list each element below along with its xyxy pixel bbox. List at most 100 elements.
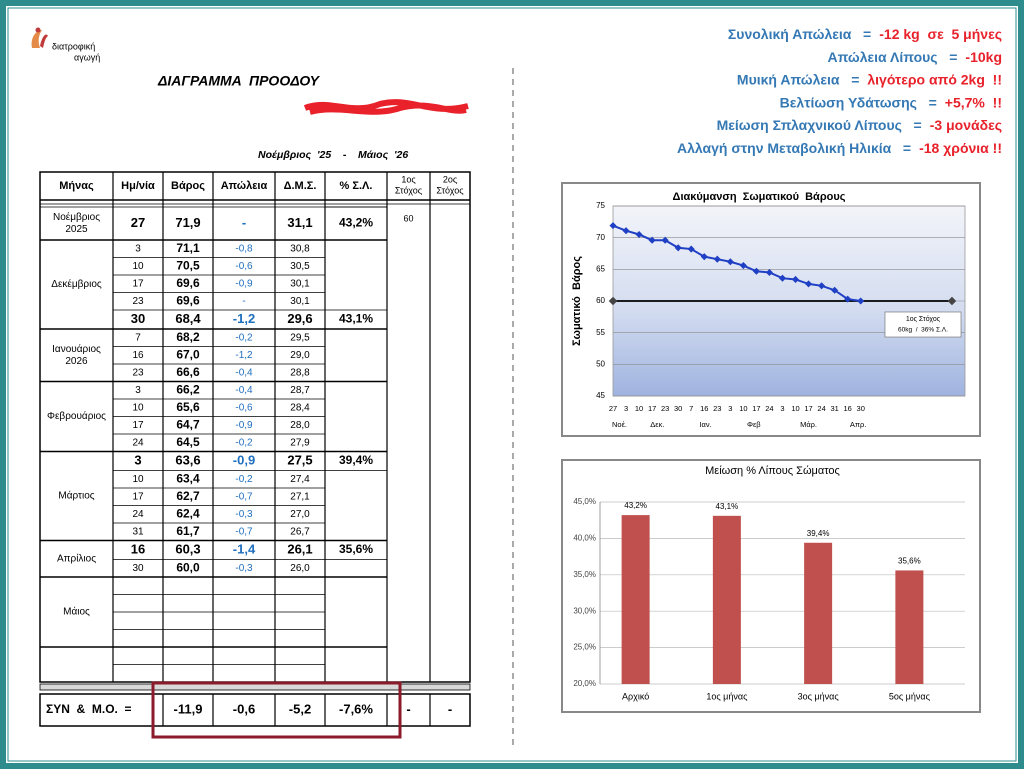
cell-bmi: 26,7 bbox=[290, 526, 310, 537]
cell-month: Απρίλιος bbox=[57, 552, 96, 564]
x-tick-label: 17 bbox=[648, 404, 656, 413]
cell-date: 24 bbox=[132, 509, 144, 520]
cell-weight: 62,4 bbox=[176, 506, 200, 520]
y-tick-label: 45 bbox=[596, 391, 605, 400]
x-tick-label: 10 bbox=[635, 404, 643, 413]
weight-marker bbox=[765, 268, 773, 277]
y-tick-label: 75 bbox=[596, 201, 605, 210]
cell-date: 23 bbox=[132, 367, 144, 378]
y-tick-label: 70 bbox=[596, 233, 605, 242]
charts: Διακύμανση Σωματικού Βάρους Σωματικό Βάρο… bbox=[571, 191, 966, 701]
cell-goal: 60 bbox=[403, 213, 413, 223]
column-header: Δ.Μ.Σ. bbox=[284, 180, 317, 192]
cell-date: 24 bbox=[132, 437, 144, 448]
cell-weight: 62,7 bbox=[176, 489, 200, 503]
x-tick-label: 3 bbox=[728, 404, 732, 413]
cell-weight: 68,2 bbox=[176, 330, 200, 344]
period: Νοέμβριος '25 - Μάιος '26 bbox=[258, 149, 408, 161]
cell-date: 30 bbox=[131, 311, 145, 326]
x-tick-label: 23 bbox=[661, 404, 669, 413]
cell-weight: 66,6 bbox=[176, 365, 200, 379]
totals-highlight bbox=[151, 681, 402, 739]
totals-cell: -5,2 bbox=[289, 701, 311, 716]
x-tick-label: 27 bbox=[609, 404, 617, 413]
cell-weight: 64,7 bbox=[176, 417, 200, 431]
cell-loss: -0,3 bbox=[235, 509, 253, 520]
cell-weight: 71,9 bbox=[175, 215, 200, 230]
summary-line: Μείωση Σπλαχνικού Λίπους = -3 μονάδες bbox=[717, 117, 1002, 133]
weight-marker bbox=[622, 227, 630, 235]
cell-date: 7 bbox=[135, 332, 141, 343]
x-tick-label: 31 bbox=[830, 404, 838, 413]
x-tick-label: 17 bbox=[752, 404, 760, 413]
bar bbox=[804, 542, 833, 684]
cell-loss: -0,4 bbox=[235, 367, 253, 378]
cell-weight: 64,5 bbox=[176, 435, 200, 449]
x-group-label: Απρ. bbox=[850, 420, 867, 429]
cell-date: 17 bbox=[132, 278, 144, 289]
cell-loss: -1,2 bbox=[235, 350, 253, 361]
cell-bmi: 27,0 bbox=[290, 509, 310, 520]
cell-loss: -0,9 bbox=[233, 452, 255, 467]
column-header: Απώλεια bbox=[221, 180, 268, 192]
cell-weight: 63,6 bbox=[175, 452, 200, 467]
cell-loss: - bbox=[242, 215, 246, 230]
y-tick-label: 20,0% bbox=[573, 679, 596, 688]
x-tick-label: 30 bbox=[674, 404, 682, 413]
annotation-text: 1ος Στόχος bbox=[906, 315, 941, 323]
x-group-label: Νοέ. bbox=[612, 420, 627, 429]
cell-date: 17 bbox=[132, 420, 144, 431]
totals-cell: - bbox=[448, 701, 452, 716]
cell-weight: 71,1 bbox=[176, 241, 200, 255]
cell-loss: -0,9 bbox=[235, 278, 253, 289]
cell-bmi: 30,5 bbox=[290, 261, 310, 272]
x-group-label: Μάρ. bbox=[800, 420, 817, 429]
cell-bmi: 29,6 bbox=[287, 311, 312, 326]
cell-bmi: 30,1 bbox=[290, 296, 310, 307]
cell-loss: - bbox=[242, 296, 245, 307]
weight-marker bbox=[687, 245, 695, 253]
weight-marker bbox=[674, 244, 682, 252]
cell-loss: -0,2 bbox=[235, 437, 253, 448]
cell-bmi: 27,5 bbox=[287, 452, 312, 467]
cell-weight: 69,6 bbox=[176, 276, 200, 290]
y-tick-label: 25,0% bbox=[573, 643, 596, 652]
summary-label: Απώλεια Λίπους = bbox=[827, 49, 957, 65]
summary-label: Αλλαγή στην Μεταβολική Ηλικία = bbox=[677, 140, 911, 156]
chart-title: Μείωση % Λίπους Σώματος bbox=[705, 465, 840, 477]
cell-weight: 67,0 bbox=[176, 347, 200, 361]
weight-marker bbox=[844, 295, 852, 303]
x-tick-label: 30 bbox=[857, 404, 865, 413]
cell-date: 16 bbox=[131, 541, 145, 556]
y-tick-label: 30,0% bbox=[573, 606, 596, 615]
x-tick-label: 23 bbox=[713, 404, 721, 413]
x-tick-label: 3 bbox=[624, 404, 628, 413]
x-tick-label: 10 bbox=[791, 404, 799, 413]
summary: Συνολική Απώλεια = -12 kg σε 5 μήνες Απώλε… bbox=[677, 26, 1002, 156]
cell-loss: -0,3 bbox=[235, 563, 253, 574]
column-header: 2ος bbox=[443, 174, 458, 184]
x-tick-label: 3ος μήνας bbox=[798, 691, 840, 701]
x-group-label: Ιαν. bbox=[699, 420, 711, 429]
cell-loss: -1,2 bbox=[233, 311, 255, 326]
annotation-text: 60kg / 36% Σ.Λ. bbox=[898, 327, 948, 334]
cell-weight: 70,5 bbox=[176, 258, 200, 272]
logo-text: αγωγή bbox=[74, 52, 100, 62]
cell-date: 31 bbox=[132, 526, 144, 537]
weight-marker bbox=[805, 280, 813, 288]
cell-weight: 60,0 bbox=[176, 560, 200, 574]
x-group-label: Δεκ. bbox=[650, 420, 664, 429]
weight-marker bbox=[635, 230, 643, 239]
y-tick-label: 50 bbox=[596, 359, 605, 368]
summary-label: Συνολική Απώλεια = bbox=[728, 26, 871, 42]
bar bbox=[712, 515, 741, 684]
cell-month: Φεβρουάριος bbox=[47, 410, 106, 422]
value-label: 43,2% bbox=[624, 501, 647, 510]
cell-loss: -0,8 bbox=[235, 243, 253, 254]
summary-value: -10kg bbox=[965, 49, 1002, 65]
table-band bbox=[39, 683, 471, 691]
cell-weight: 68,4 bbox=[175, 311, 201, 326]
cell-bmi: 28,7 bbox=[290, 385, 310, 396]
weight-marker bbox=[739, 261, 747, 270]
cell-date: 10 bbox=[132, 474, 144, 485]
